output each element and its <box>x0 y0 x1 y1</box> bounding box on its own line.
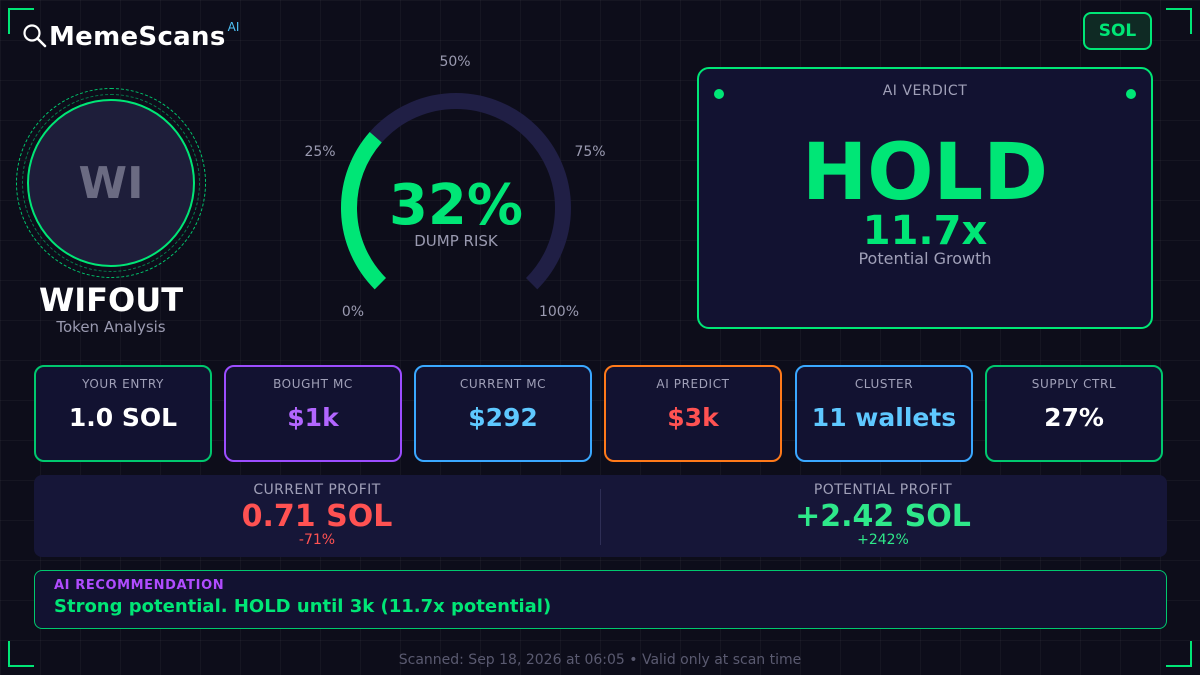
stat-card-your-entry: YOUR ENTRY 1.0 SOL <box>34 365 212 462</box>
dump-risk-gauge: 50% 25% 75% 0% 100% 32% DUMP RISK <box>304 54 605 320</box>
scan-footer: Scanned: Sep 18, 2026 at 06:05 • Valid o… <box>398 652 802 668</box>
stat-card-current-mc: CURRENT MC $292 <box>414 365 592 462</box>
token-subtitle: Token Analysis <box>56 318 166 336</box>
potential-profit-label: POTENTIAL PROFIT <box>813 482 953 498</box>
stat-label: BOUGHT MC <box>273 377 353 391</box>
stat-value: 1.0 SOL <box>68 403 178 432</box>
avatar-ring-inner <box>22 94 200 272</box>
frame-corner-bottom-left <box>8 641 34 667</box>
verdict-dot-left <box>714 89 724 99</box>
gauge-label: DUMP RISK <box>414 232 499 250</box>
chain-badge[interactable]: SOL <box>1083 12 1152 50</box>
frame-corner-bottom-right <box>1166 641 1192 667</box>
ai-verdict-card: AI VERDICT HOLD 11.7x Potential Growth <box>697 67 1153 329</box>
avatar-ring-outer <box>16 88 206 278</box>
verdict-word: HOLD <box>801 128 1049 218</box>
stat-label: SUPPLY CTRL <box>1031 377 1117 391</box>
gauge-value: 32% <box>389 173 523 238</box>
stat-value: 11 wallets <box>811 403 957 432</box>
potential-profit-percent: +242% <box>857 532 909 548</box>
ai-recommendation: AI RECOMMENDATION Strong potential. HOLD… <box>34 570 1167 629</box>
frame-corner-top-right <box>1166 8 1192 34</box>
recommendation-text: Strong potential. HOLD until 3k (11.7x p… <box>54 596 552 617</box>
gauge-tick-75: 75% <box>574 144 605 160</box>
brand-logo: MemeScans AI <box>22 20 239 54</box>
stat-card-cluster: CLUSTER 11 wallets <box>795 365 973 462</box>
verdict-multiplier: 11.7x <box>862 208 988 254</box>
verdict-dot-right <box>1126 89 1136 99</box>
profit-panel: CURRENT PROFIT 0.71 SOL -71% POTENTIAL P… <box>34 475 1167 557</box>
gauge-tick-50: 50% <box>439 54 470 70</box>
brand-ai-badge: AI <box>227 20 240 34</box>
stat-value: $1k <box>287 403 339 432</box>
potential-profit-value: +2.42 SOL <box>795 499 971 534</box>
current-profit-value: 0.71 SOL <box>241 499 393 534</box>
gauge-tick-0: 0% <box>342 304 364 320</box>
stat-card-supply-ctrl: SUPPLY CTRL 27% <box>985 365 1163 462</box>
gauge-tick-100: 100% <box>539 304 579 320</box>
potential-profit: POTENTIAL PROFIT +2.42 SOL +242% <box>600 475 1166 557</box>
stat-card-bought-mc: BOUGHT MC $1k <box>224 365 402 462</box>
stat-value: $292 <box>468 403 538 432</box>
gauge-tick-25: 25% <box>304 144 335 160</box>
stat-card-ai-predict: AI PREDICT $3k <box>604 365 782 462</box>
gauge-fill <box>341 131 387 290</box>
token-avatar-wrap: WI <box>16 88 206 278</box>
avatar: WI <box>27 99 195 267</box>
profit-divider <box>600 489 601 545</box>
stat-label: AI PREDICT <box>656 377 730 391</box>
frame-corner-top-left <box>8 8 34 34</box>
token-name: WIFOUT <box>38 281 184 319</box>
stat-label: CURRENT MC <box>459 377 547 391</box>
stat-label: CLUSTER <box>854 377 914 391</box>
verdict-label: AI VERDICT <box>882 83 968 99</box>
current-profit-percent: -71% <box>298 532 336 548</box>
stat-label: YOUR ENTRY <box>82 377 164 391</box>
current-profit-label: CURRENT PROFIT <box>253 482 381 498</box>
current-profit: CURRENT PROFIT 0.71 SOL -71% <box>34 475 600 557</box>
stat-value: 27% <box>1044 403 1104 432</box>
stat-value: $3k <box>667 403 719 432</box>
magnifier-icon <box>23 24 47 48</box>
brand-name: MemeScans <box>49 22 226 52</box>
recommendation-label: AI RECOMMENDATION <box>54 578 225 593</box>
verdict-caption: Potential Growth <box>858 249 992 268</box>
